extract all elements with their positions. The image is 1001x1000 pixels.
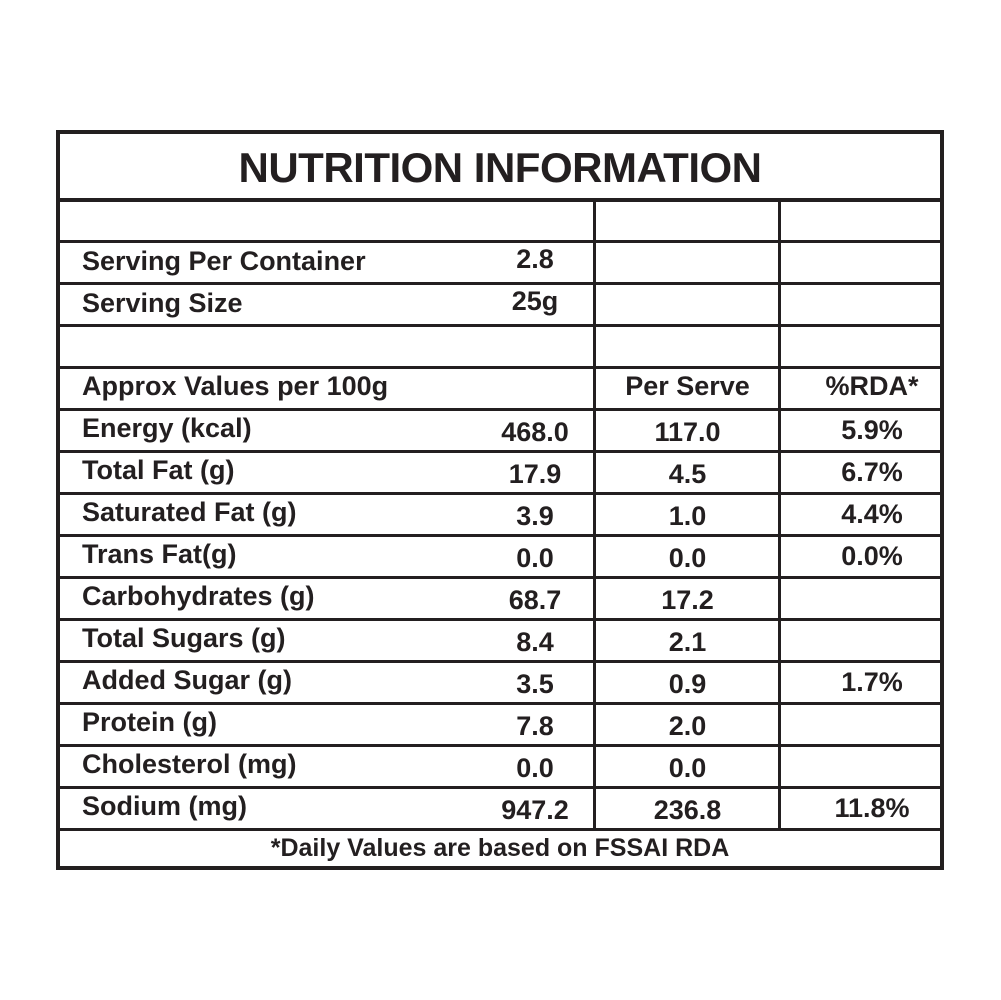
nutrient-name: Total Fat (g) [82,455,235,485]
rda-footnote: *Daily Values are based on FSSAI RDA [270,834,730,862]
serving-value: 2.8 [516,244,554,274]
value-per-serve: 117.0 [654,417,721,447]
value-per-serve: 0.9 [668,669,707,699]
value-per-100g: 17.9 [508,459,562,489]
row-divider [60,744,940,747]
row-divider [60,786,940,789]
value-rda: 1.7% [841,667,903,697]
row-divider [60,534,940,537]
row-divider [60,282,940,285]
value-per-100g: 0.0 [516,753,554,783]
value-rda: 11.8% [834,793,910,823]
value-rda: 0.0% [841,541,903,571]
serving-value: 25g [511,286,559,316]
value-per-100g: 947.2 [501,795,569,825]
nutrition-title: NUTRITION INFORMATION [238,144,763,191]
value-per-100g: 68.7 [508,585,562,615]
row-divider [60,324,940,327]
row-divider [60,828,940,831]
value-per-serve: 0.0 [668,543,707,573]
value-rda: 6.7% [841,457,903,487]
row-divider [60,618,940,621]
value-per-100g: 0.0 [516,543,554,573]
nutrient-name: Protein (g) [82,707,217,737]
row-divider [60,240,940,243]
value-per-serve: 0.0 [668,753,707,783]
nutrient-name: Energy (kcal) [82,413,252,443]
column-header-rda: %RDA* [825,371,919,401]
row-divider [60,576,940,579]
row-divider [60,702,940,705]
row-divider [60,366,940,369]
value-per-serve: 2.0 [668,711,707,741]
nutrient-name: Total Sugars (g) [82,623,286,653]
nutrition-label: NUTRITION INFORMATION Serving Per Contai… [56,130,944,870]
value-per-100g: 3.5 [516,669,554,699]
nutrient-name: Saturated Fat (g) [82,497,297,527]
value-rda: 5.9% [841,415,903,445]
column-header-per-serve: Per Serve [625,371,750,401]
column-divider [593,198,596,828]
value-per-100g: 3.9 [516,501,554,531]
nutrition-table: Serving Per Container 2.8 Serving Size 25g A… [60,134,940,866]
value-per-100g: 468.0 [501,417,569,447]
value-per-serve: 2.1 [668,627,707,657]
row-divider [60,450,940,453]
serving-label: Serving Per Container [82,246,366,276]
row-divider [60,660,940,663]
title-divider [60,198,940,202]
row-divider [60,492,940,495]
column-divider [778,198,781,828]
value-per-100g: 8.4 [516,627,554,657]
value-per-serve: 17.2 [661,585,714,615]
nutrient-name: Trans Fat(g) [82,539,237,569]
value-per-serve: 236.8 [653,795,722,825]
row-divider [60,408,940,411]
nutrient-name: Added Sugar (g) [82,665,292,695]
nutrient-name: Sodium (mg) [82,791,247,821]
nutrient-name: Carbohydrates (g) [82,581,315,611]
value-rda: 4.4% [841,499,903,529]
serving-label: Serving Size [82,288,243,318]
value-per-serve: 4.5 [668,459,707,489]
value-per-100g: 7.8 [516,711,554,741]
column-header-nutrient: Approx Values per 100g [82,371,389,401]
nutrient-name: Cholesterol (mg) [82,749,297,779]
value-per-serve: 1.0 [668,501,707,531]
